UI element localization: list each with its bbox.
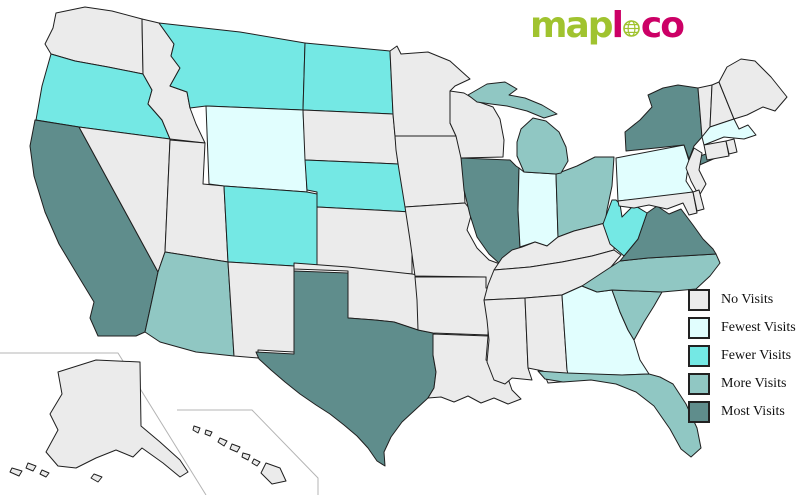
logo-map-text: map	[530, 5, 614, 46]
legend-swatch-fewer-visits	[688, 345, 710, 367]
legend-label-most-visits: Most Visits	[721, 404, 785, 419]
legend-label-no-visits: No Visits	[721, 292, 774, 307]
state-montana	[158, 22, 306, 111]
legend-swatch-no-visits	[688, 289, 710, 311]
state-new-mexico	[227, 261, 295, 359]
state-alaska-aleutian-islands	[9, 462, 103, 483]
state-florida	[537, 370, 702, 458]
state-arkansas	[414, 276, 497, 336]
state-mississippi	[483, 297, 533, 385]
state-pennsylvania	[615, 144, 694, 202]
state-south-dakota	[302, 109, 399, 165]
state-south-carolina	[611, 289, 663, 341]
state-hawaii-islands	[192, 425, 287, 485]
legend-item-no-visits: No Visits	[688, 289, 796, 311]
legend-item-most-visits: Most Visits	[688, 401, 796, 423]
legend-swatch-most-visits	[688, 401, 710, 423]
state-wyoming	[205, 105, 308, 193]
state-rhode-island	[725, 138, 738, 155]
legend-item-more-visits: More Visits	[688, 373, 796, 395]
state-alaska	[45, 359, 189, 478]
state-maine	[718, 58, 788, 120]
legend-swatch-more-visits	[688, 373, 710, 395]
state-delaware	[692, 189, 705, 212]
state-north-dakota	[302, 42, 394, 115]
alaska-inset-border	[0, 352, 207, 495]
legend-item-fewest-visits: Fewest Visits	[688, 317, 796, 339]
state-new-jersey	[685, 147, 707, 197]
state-nebraska	[304, 159, 415, 213]
state-indiana	[517, 167, 559, 248]
state-kansas	[316, 206, 413, 275]
state-connecticut	[703, 140, 730, 161]
legend-item-fewer-visits: Fewer Visits	[688, 345, 796, 367]
legend-label-fewest-visits: Fewest Visits	[721, 320, 796, 335]
state-new-york	[624, 84, 703, 160]
hawaii-inset-border	[177, 409, 319, 495]
state-massachusetts	[701, 118, 757, 146]
state-colorado	[223, 185, 318, 269]
legend-swatch-fewest-visits	[688, 317, 710, 339]
logo-co-text: co	[640, 5, 685, 46]
globe-icon	[623, 5, 640, 37]
maploco-logo: mapl co	[530, 5, 685, 47]
legend-label-fewer-visits: Fewer Visits	[721, 348, 792, 363]
state-michigan-upper	[467, 81, 558, 119]
map-legend: No Visits Fewest Visits Fewer Visits Mor…	[688, 289, 796, 423]
logo-l-text: l	[611, 5, 624, 46]
legend-label-more-visits: More Visits	[721, 376, 787, 391]
states-layer	[9, 6, 788, 485]
state-michigan-lower	[516, 117, 569, 175]
